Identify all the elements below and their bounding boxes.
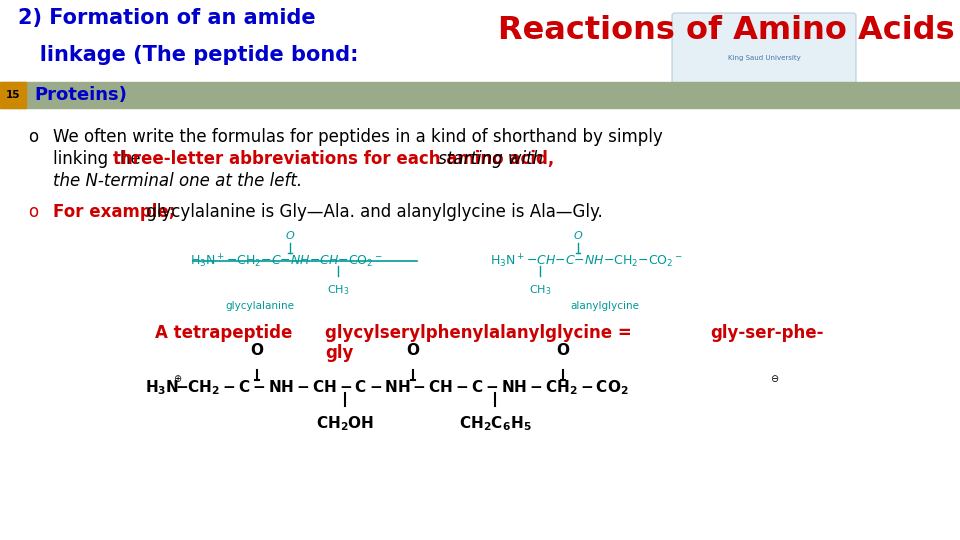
Text: $\oplus$: $\oplus$ <box>173 373 182 383</box>
Text: $\mathbf{O}$: $\mathbf{O}$ <box>406 342 420 358</box>
Text: $\mathregular{CH_3}$: $\mathregular{CH_3}$ <box>326 283 349 297</box>
FancyBboxPatch shape <box>672 13 856 91</box>
Text: $\ominus$: $\ominus$ <box>770 373 780 383</box>
Text: linkage (The peptide bond:: linkage (The peptide bond: <box>18 45 358 65</box>
Text: $\mathregular{CH_3}$: $\mathregular{CH_3}$ <box>529 283 551 297</box>
Text: $O$: $O$ <box>573 229 583 241</box>
Text: $\mathbf{CH_2OH}$: $\mathbf{CH_2OH}$ <box>316 414 374 433</box>
Text: 2) Formation of an amide: 2) Formation of an amide <box>18 8 316 28</box>
Text: $\mathbf{O}$: $\mathbf{O}$ <box>250 342 264 358</box>
Text: $O$: $O$ <box>285 229 295 241</box>
Text: glycylserylphenylalanylglycine =: glycylserylphenylalanylglycine = <box>325 324 632 342</box>
Text: King Saud University: King Saud University <box>728 55 801 61</box>
Bar <box>0 82 960 108</box>
Text: o: o <box>28 203 38 221</box>
Text: alanylglycine: alanylglycine <box>570 301 639 311</box>
Text: starting with: starting with <box>433 150 543 168</box>
Text: We often write the formulas for peptides in a kind of shorthand by simply: We often write the formulas for peptides… <box>53 128 662 146</box>
Text: $\mathbf{O}$: $\mathbf{O}$ <box>556 342 570 358</box>
Bar <box>0 82 26 108</box>
Text: $-$$\mathregular{CH_2}$$-$$C$$-$$NH$$-$$CH$$-$$\mathregular{CO_2}$$^-$: $-$$\mathregular{CH_2}$$-$$C$$-$$NH$$-$$… <box>226 253 383 268</box>
Text: three-letter abbreviations for each amino acid,: three-letter abbreviations for each amin… <box>113 150 554 168</box>
Text: $\mathbf{-CH_2-C-NH-CH-C-NH-CH-C-NH-CH_2-CO_2}$: $\mathbf{-CH_2-C-NH-CH-C-NH-CH-C-NH-CH_2… <box>175 379 629 397</box>
Text: Proteins): Proteins) <box>34 86 127 104</box>
Text: For example;: For example; <box>53 203 176 221</box>
Text: the N-terminal one at the left.: the N-terminal one at the left. <box>53 172 302 190</box>
Text: $-$$CH$$-$$C$$-$$NH$$-$$\mathregular{CH_2}$$-$$\mathregular{CO_2}$$^-$: $-$$CH$$-$$C$$-$$NH$$-$$\mathregular{CH_… <box>526 253 683 268</box>
Text: A tetrapeptide: A tetrapeptide <box>155 324 293 342</box>
Text: $\mathregular{H_3N}$$\mathregular{^+}$: $\mathregular{H_3N}$$\mathregular{^+}$ <box>490 252 525 269</box>
Text: $\mathregular{H_3N}$$\mathregular{^+}$: $\mathregular{H_3N}$$\mathregular{^+}$ <box>190 252 225 269</box>
Text: linking the: linking the <box>53 150 146 168</box>
Text: o: o <box>28 128 38 146</box>
Text: Reactions of Amino Acids: Reactions of Amino Acids <box>498 15 955 46</box>
Text: $\mathbf{CH_2C_6H_5}$: $\mathbf{CH_2C_6H_5}$ <box>459 414 532 433</box>
Text: $\mathbf{H_3N}$: $\mathbf{H_3N}$ <box>145 379 180 397</box>
Text: glycylalanine: glycylalanine <box>226 301 295 311</box>
Text: gly: gly <box>325 344 353 362</box>
Text: 15: 15 <box>6 90 20 100</box>
Text: glycylalanine is Gly—Ala. and alanylglycine is Ala—Gly.: glycylalanine is Gly—Ala. and alanylglyc… <box>141 203 603 221</box>
Text: gly-ser-phe-: gly-ser-phe- <box>710 324 824 342</box>
